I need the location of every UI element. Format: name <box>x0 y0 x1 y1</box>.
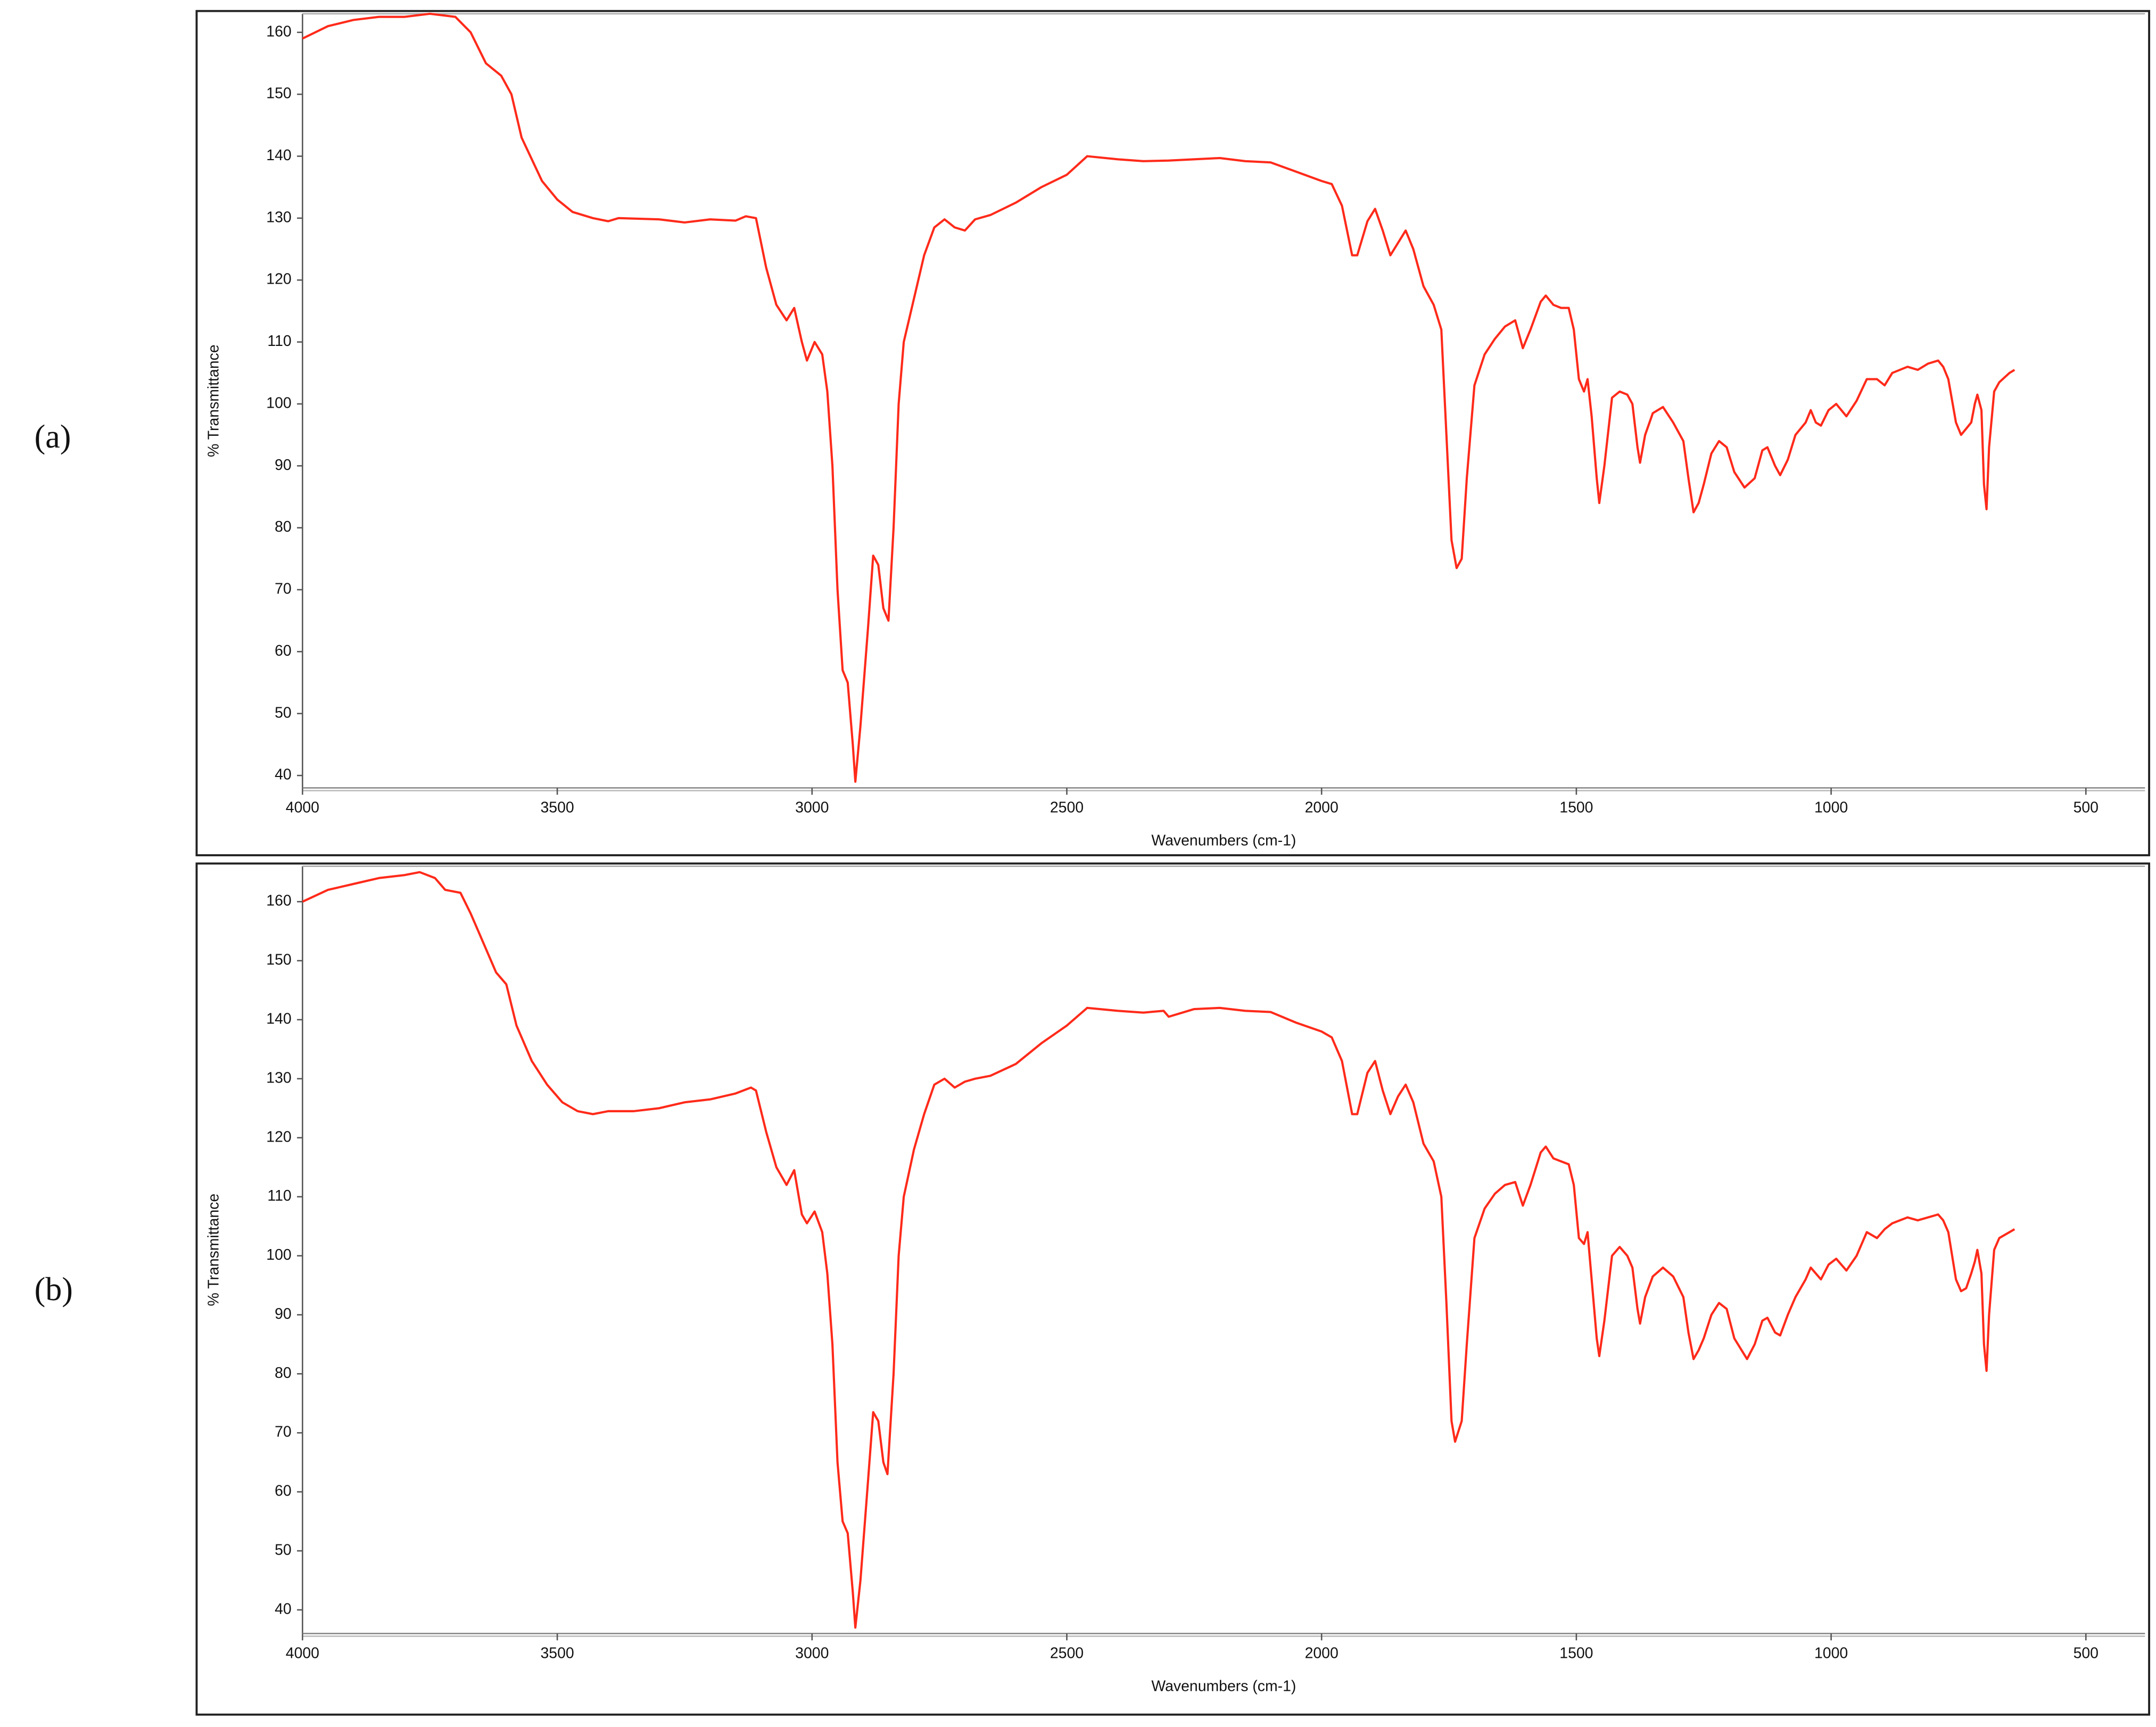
y-tick-label: 160 <box>266 893 291 910</box>
y-tick-label: 80 <box>275 1365 292 1382</box>
y-tick-label: 110 <box>267 333 291 350</box>
x-tick-label: 3000 <box>795 799 829 816</box>
y-axis-label: % Transmittance <box>205 344 222 457</box>
y-tick-label: 100 <box>266 1246 291 1263</box>
y-tick-label: 90 <box>275 457 292 474</box>
y-tick-label: 120 <box>266 271 291 288</box>
x-tick-label: 1500 <box>1559 799 1593 816</box>
y-tick-label: 130 <box>266 209 291 226</box>
y-tick-label: 160 <box>266 23 291 40</box>
x-tick-label: 2500 <box>1050 1645 1084 1662</box>
y-tick-label: 130 <box>266 1069 291 1086</box>
panel-label: (a) <box>35 419 71 455</box>
x-tick-label: 500 <box>2074 799 2099 816</box>
y-tick-label: 120 <box>266 1128 291 1145</box>
y-tick-label: 50 <box>275 1542 292 1559</box>
y-axis-label: % Transmittance <box>205 1194 222 1307</box>
x-tick-label: 1500 <box>1559 1645 1593 1662</box>
x-tick-label: 3000 <box>795 1645 829 1662</box>
y-tick-label: 140 <box>266 147 291 164</box>
y-tick-label: 150 <box>266 952 291 969</box>
x-tick-label: 500 <box>2074 1645 2099 1662</box>
y-tick-label: 60 <box>275 1483 292 1500</box>
x-tick-label: 4000 <box>286 1645 319 1662</box>
y-tick-label: 150 <box>266 85 291 102</box>
y-tick-label: 40 <box>275 766 292 783</box>
x-tick-label: 1000 <box>1814 799 1848 816</box>
y-tick-label: 100 <box>266 394 291 411</box>
panel-frame <box>195 862 2151 1716</box>
y-tick-label: 110 <box>267 1187 291 1204</box>
x-axis-label: Wavenumbers (cm-1) <box>1151 832 1296 849</box>
x-tick-label: 3500 <box>540 1645 574 1662</box>
y-tick-label: 70 <box>275 1424 292 1441</box>
x-tick-label: 2500 <box>1050 799 1084 816</box>
panel-frame <box>195 10 2151 856</box>
y-tick-label: 50 <box>275 704 292 721</box>
y-tick-label: 60 <box>275 642 292 659</box>
x-tick-label: 2000 <box>1305 1645 1339 1662</box>
y-tick-label: 70 <box>275 581 292 598</box>
spectrum-line <box>302 12 2015 783</box>
spectrum-line <box>302 871 2015 1629</box>
y-tick-label: 140 <box>266 1010 291 1027</box>
x-tick-label: 4000 <box>286 799 319 816</box>
y-tick-label: 40 <box>275 1600 292 1617</box>
x-tick-label: 1000 <box>1814 1645 1848 1662</box>
y-tick-label: 90 <box>275 1305 292 1323</box>
y-tick-label: 80 <box>275 518 292 535</box>
x-tick-label: 3500 <box>540 799 574 816</box>
x-tick-label: 2000 <box>1305 799 1339 816</box>
panel-label: (b) <box>35 1271 73 1308</box>
x-axis-label: Wavenumbers (cm-1) <box>1151 1678 1296 1695</box>
